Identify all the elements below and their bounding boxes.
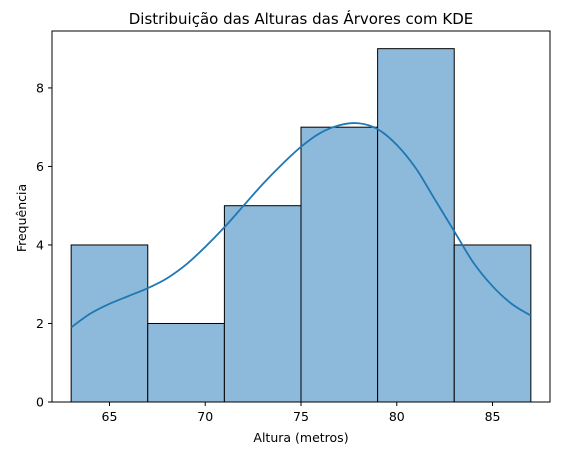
chart-title: Distribuição das Alturas das Árvores com… [129,9,473,28]
y-tick-label: 8 [36,80,44,95]
y-tick-label: 2 [36,316,44,331]
x-axis-title: Altura (metros) [253,430,348,445]
x-tick-label: 75 [293,409,309,424]
y-tick-label: 6 [36,159,44,174]
x-tick-label: 65 [102,409,118,424]
histogram-bar-4 [377,48,455,403]
kde-curve [70,122,532,329]
histogram-bar-1 [147,322,225,403]
histogram-bars [70,48,532,403]
histogram-bar-5 [453,244,532,403]
x-tick-label: 85 [485,409,501,424]
x-axis-ticks: 65 70 75 80 85 [102,402,501,424]
y-axis-title: Frequência [14,184,29,252]
histogram-bar-3 [300,126,379,403]
x-tick-label: 80 [389,409,405,424]
x-tick-label: 70 [197,409,213,424]
y-axis-ticks: 0 2 4 6 8 [36,80,52,410]
histogram-bar-0 [70,244,149,403]
y-tick-label: 4 [36,237,44,252]
y-tick-label: 0 [36,395,44,410]
histogram-bar-2 [223,205,302,403]
